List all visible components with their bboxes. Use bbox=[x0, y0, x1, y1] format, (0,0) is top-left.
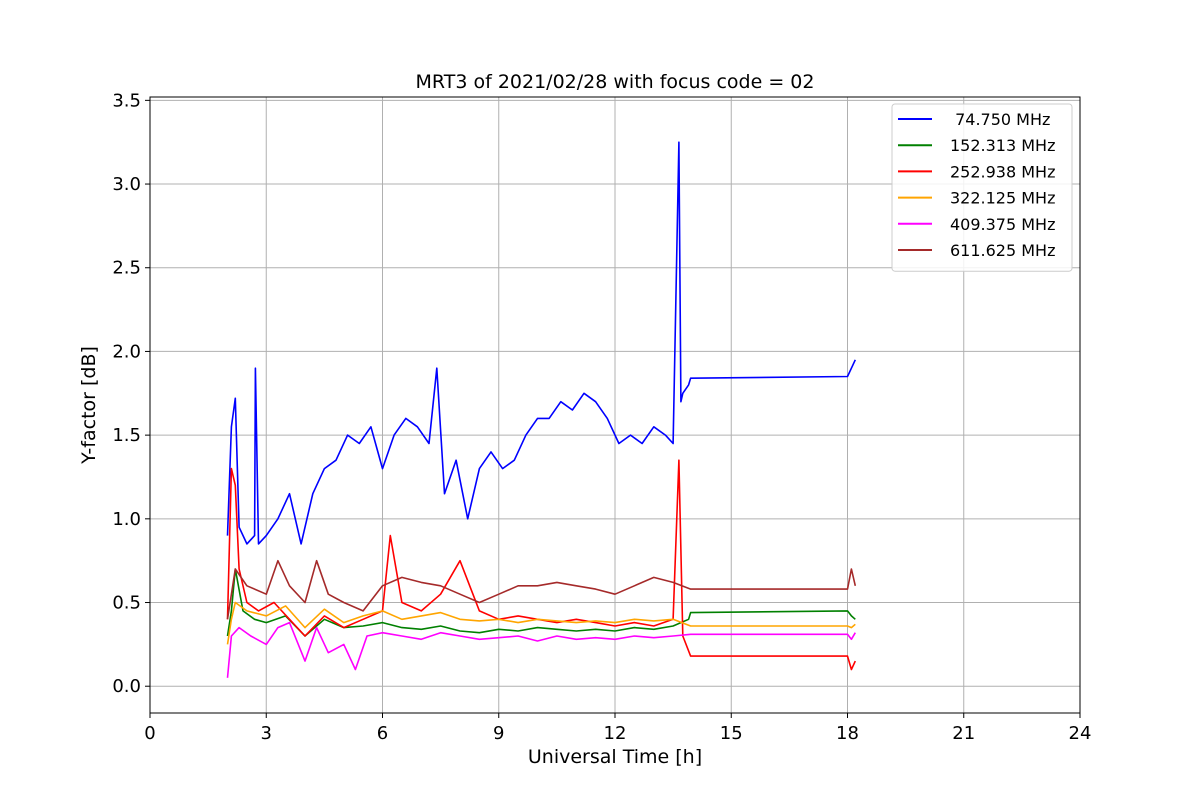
series-line-3 bbox=[226, 601, 856, 645]
series-line-1 bbox=[226, 568, 856, 637]
series-layer bbox=[226, 141, 857, 678]
x-tick-label: 9 bbox=[493, 723, 504, 744]
y-tick-label: 0.0 bbox=[112, 676, 141, 697]
legend: 74.750 MHz 152.313 MHz 252.938 MHz 322.125 … bbox=[891, 103, 1073, 272]
legend-label-3: 322.125 MHz bbox=[950, 189, 1055, 208]
legend-label-2: 252.938 MHz bbox=[950, 162, 1055, 181]
y-tick-label: 2.5 bbox=[112, 258, 141, 279]
legend-label-5: 611.625 MHz bbox=[950, 241, 1055, 260]
x-tick-label: 15 bbox=[720, 723, 743, 744]
x-tick-label: 12 bbox=[604, 723, 627, 744]
x-tick-label: 18 bbox=[836, 723, 859, 744]
legend-label-0: 74.750 MHz bbox=[950, 110, 1050, 129]
y-tick-label: 2.0 bbox=[112, 341, 141, 362]
y-tick-label: 1.5 bbox=[112, 425, 141, 446]
x-tick-label: 0 bbox=[144, 723, 155, 744]
y-tick-label: 3.0 bbox=[112, 174, 141, 195]
legend-label-1: 152.313 MHz bbox=[950, 136, 1055, 155]
series-line-0 bbox=[226, 141, 857, 545]
legend-label-4: 409.375 MHz bbox=[950, 215, 1055, 234]
y-tick-label: 1.0 bbox=[112, 509, 141, 530]
series-line-5 bbox=[226, 559, 857, 620]
x-tick-label: 24 bbox=[1069, 723, 1092, 744]
legend-box bbox=[891, 103, 1073, 272]
series-line-2 bbox=[226, 459, 857, 671]
x-tick-label: 6 bbox=[377, 723, 388, 744]
x-tick-label: 3 bbox=[261, 723, 272, 744]
y-axis-title: Y-factor [dB] bbox=[78, 346, 100, 465]
x-axis-title: Universal Time [h] bbox=[528, 746, 702, 768]
series-line-4 bbox=[226, 621, 856, 678]
ticks: 0 3 6 9 12 15 18 21 24 0.0 0.5 1.0 1.5 2.0 2.5 3.0 3.5 bbox=[112, 90, 1091, 744]
y-tick-label: 3.5 bbox=[112, 90, 141, 111]
x-tick-label: 21 bbox=[952, 723, 975, 744]
y-tick-label: 0.5 bbox=[112, 593, 141, 614]
chart-title: MRT3 of 2021/02/28 with focus code = 02 bbox=[416, 71, 815, 93]
